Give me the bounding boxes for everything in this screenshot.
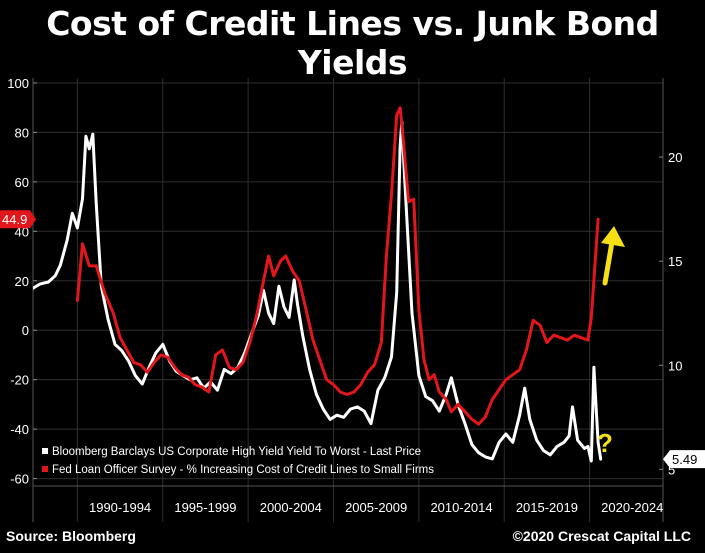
- x-category-label: 1995-1999: [174, 500, 236, 515]
- right-last-value-label: 5.49: [672, 452, 697, 467]
- right-tick-label: 10: [668, 358, 682, 373]
- question-annotation: ?: [597, 428, 613, 458]
- left-tick-label: 80: [15, 125, 29, 140]
- left-tick-label: 100: [7, 76, 29, 91]
- copyright-label: ©2020 Crescat Capital LLC: [512, 528, 691, 544]
- chart-title: Cost of Credit Lines vs. Junk Bond Yield…: [46, 4, 659, 82]
- left-tick-label: 0: [22, 323, 29, 338]
- yellow-up-arrow-icon: [601, 226, 625, 286]
- high-yield-series-line: [33, 120, 603, 463]
- legend-label-high-yield: Bloomberg Barclays US Corporate High Yie…: [52, 446, 421, 458]
- left-tick-label: 60: [15, 175, 29, 190]
- x-category-label: 2015-2019: [516, 500, 578, 515]
- right-tick-label: 15: [668, 254, 682, 269]
- x-category-label: 1990-1994: [89, 500, 151, 515]
- arrow-head: [601, 226, 625, 247]
- x-category-label: 2020-2024: [601, 500, 663, 515]
- x-category-label: 2010-2014: [430, 500, 492, 515]
- legend-swatch-fed-survey: [42, 466, 48, 472]
- left-tick-label: 20: [15, 274, 29, 289]
- left-tick-label: -40: [10, 422, 29, 437]
- right-last-value-flag: [663, 450, 705, 469]
- source-label: Source: Bloomberg: [6, 528, 136, 544]
- right-tick-label: 20: [668, 150, 682, 165]
- legend: Bloomberg Barclays US Corporate High Yie…: [42, 446, 434, 476]
- right-tick-label: 5: [668, 462, 675, 477]
- legend-label-fed-survey: Fed Loan Officer Survey - % Increasing C…: [52, 464, 434, 476]
- arrow-shaft: [602, 239, 615, 286]
- legend-swatch-high-yield: [42, 448, 48, 454]
- left-last-value-label: 44.9: [2, 212, 27, 227]
- x-category-label: 2000-2004: [260, 500, 322, 515]
- left-tick-label: -20: [10, 373, 29, 388]
- fed-survey-series-line: [75, 106, 600, 426]
- x-category-label: 2005-2009: [345, 500, 407, 515]
- left-tick-label: -60: [10, 472, 29, 487]
- left-last-value-flag: [0, 210, 36, 229]
